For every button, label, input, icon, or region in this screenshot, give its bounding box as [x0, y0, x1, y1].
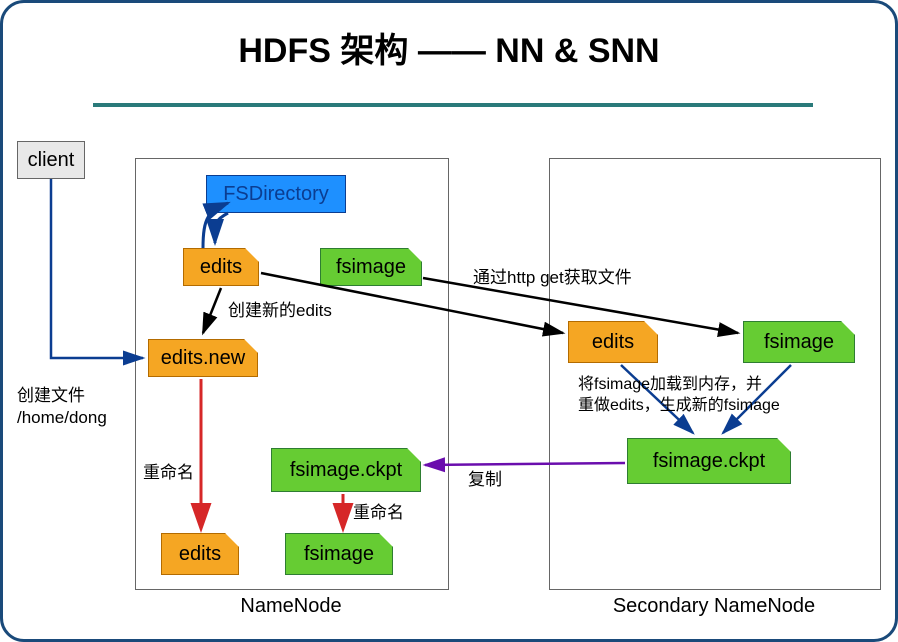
label-create-new-edits: 创建新的edits [228, 296, 332, 321]
fsimage-nn-node: fsimage [320, 248, 422, 286]
diagram-frame: HDFS 架构 —— NN & SNN client FSDirectory e… [0, 0, 898, 642]
fsimage-ckpt-nn-node: fsimage.ckpt [271, 448, 421, 492]
label-merge: 将fsimage加载到内存，并重做edits，生成新的fsimage [578, 375, 878, 417]
client-label: client [28, 149, 75, 172]
fsimage-ckpt-snn-node: fsimage.ckpt [627, 438, 791, 484]
label-copy: 复制 [468, 465, 502, 490]
fsimage-bottom-node: fsimage [285, 533, 393, 575]
fsdirectory-label: FSDirectory [223, 183, 329, 206]
label-http-get: 通过http get获取文件 [473, 263, 632, 288]
secondary-namenode-caption: Secondary NameNode [549, 595, 879, 618]
arrow-client-to-editsnew [51, 179, 143, 358]
fsimage-nn-label: fsimage [336, 256, 406, 279]
label-rename-1: 重命名 [143, 458, 194, 483]
label-rename-2: 重命名 [353, 498, 404, 523]
fsimage-ckpt-snn-label: fsimage.ckpt [653, 450, 765, 473]
edits-new-label: edits.new [161, 347, 246, 370]
edits-snn-label: edits [592, 331, 634, 354]
edits-bottom-label: edits [179, 543, 221, 566]
fsdirectory-node: FSDirectory [206, 175, 346, 213]
edits-snn-node: edits [568, 321, 658, 363]
namenode-caption: NameNode [135, 595, 447, 618]
edits-bottom-node: edits [161, 533, 239, 575]
edits-nn-node: edits [183, 248, 259, 286]
fsimage-snn-label: fsimage [764, 331, 834, 354]
title-underline [93, 103, 813, 107]
fsimage-ckpt-nn-label: fsimage.ckpt [290, 459, 402, 482]
label-create-file: 创建文件/home/dong [17, 385, 137, 429]
fsimage-snn-node: fsimage [743, 321, 855, 363]
edits-nn-label: edits [200, 256, 242, 279]
fsimage-bottom-label: fsimage [304, 543, 374, 566]
secondary-namenode-container [549, 158, 881, 590]
edits-new-node: edits.new [148, 339, 258, 377]
diagram-title: HDFS 架构 —— NN & SNN [3, 23, 895, 72]
client-node: client [17, 141, 85, 179]
